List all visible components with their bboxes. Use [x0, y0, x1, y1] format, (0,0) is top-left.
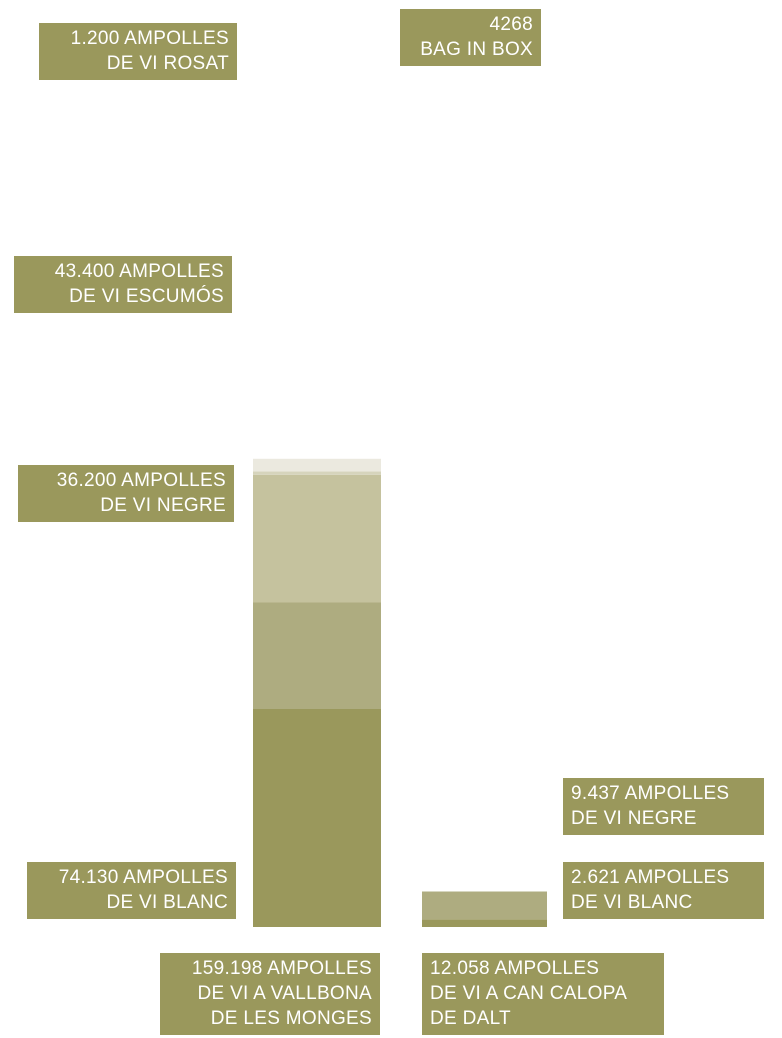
label-calopa-blanc: 2.621 AMPOLLES DE VI BLANC	[563, 862, 764, 919]
label-vallbona-negre: 36.200 AMPOLLES DE VI NEGRE	[18, 465, 234, 522]
label-vallbona-bag-in-box: 4268 BAG IN BOX	[400, 9, 541, 66]
bar-vallbona-blanc	[253, 709, 381, 927]
bar-can-calopa-negre	[422, 891, 547, 920]
label-calopa-negre: 9.437 AMPOLLES DE VI NEGRE	[563, 778, 764, 835]
label-vallbona-blanc: 74.130 AMPOLLES DE VI BLANC	[27, 862, 236, 919]
bar-can-calopa-blanc	[422, 919, 547, 927]
label-vallbona-rosat: 1.200 AMPOLLES DE VI ROSAT	[39, 23, 237, 80]
category-label-vallbona: 159.198 AMPOLLES DE VI A VALLBONA DE LES…	[160, 953, 380, 1035]
bar-vallbona-rosat	[253, 471, 381, 475]
bar-vallbona-escumos	[253, 474, 381, 603]
category-label-can-calopa: 12.058 AMPOLLES DE VI A CAN CALOPA DE DA…	[422, 953, 664, 1035]
bar-vallbona-negre	[253, 602, 381, 709]
label-vallbona-escumos: 43.400 AMPOLLES DE VI ESCUMÓS	[14, 256, 232, 313]
bar-vallbona-bag-in-box	[253, 458, 381, 472]
